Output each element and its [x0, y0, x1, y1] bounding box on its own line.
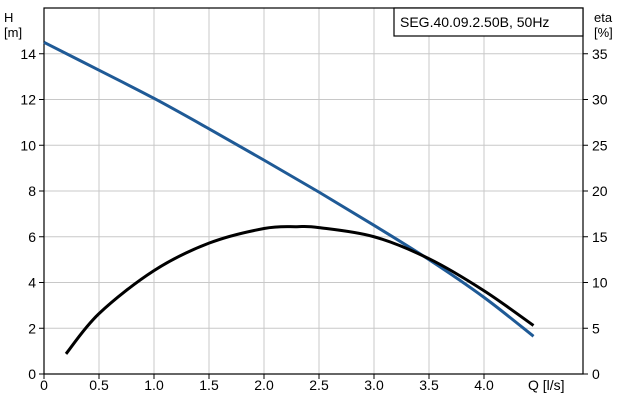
y-right-tick-label: 25: [592, 137, 608, 153]
y-right-tick-label: 10: [592, 275, 608, 291]
ticks-layer: 0 0.5 1.0 1.5 2.0 2.5 3.0 3.5 4.0 0 2 4 6 8 10 12 14 0 5 10…: [20, 46, 607, 393]
efficiency-curve-line: [64, 224, 535, 355]
x-tick-label: 0.5: [89, 377, 109, 393]
y-left-tick-label: 8: [28, 183, 36, 199]
x-tick-label: 2.5: [309, 377, 329, 393]
y-left-tick-label: 6: [28, 229, 36, 245]
y-left-axis-unit: [m]: [4, 25, 22, 40]
y-right-tick-label: 20: [592, 183, 608, 199]
grid-layer: [44, 8, 583, 374]
x-axis-label: Q [l/s]: [528, 377, 565, 393]
head-curve-line: [43, 40, 535, 338]
x-tick-label: 0: [40, 377, 48, 393]
y-right-tick-label: 5: [592, 320, 600, 336]
series-layer: [43, 40, 535, 355]
x-tick-label: 4.0: [474, 377, 494, 393]
x-tick-label: 2.0: [254, 377, 274, 393]
y-right-tick-label: 0: [592, 366, 600, 382]
legend-title: SEG.40.09.2.50B, 50Hz: [400, 14, 549, 30]
y-right-axis-unit: [%]: [594, 25, 613, 40]
y-left-tick-label: 4: [28, 275, 36, 291]
y-left-tick-label: 10: [20, 137, 36, 153]
x-tick-label: 3.5: [419, 377, 439, 393]
x-tick-label: 1.0: [144, 377, 164, 393]
y-left-tick-label: 2: [28, 320, 36, 336]
y-right-axis-name: eta: [594, 10, 613, 25]
y-left-tick-label: 0: [28, 366, 36, 382]
y-left-tick-label: 14: [20, 46, 36, 62]
y-left-axis-name: H: [4, 10, 13, 25]
y-right-tick-label: 15: [592, 229, 608, 245]
x-tick-label: 3.0: [364, 377, 384, 393]
y-left-tick-label: 12: [20, 92, 36, 108]
y-right-tick-label: 30: [592, 92, 608, 108]
x-tick-label: 1.5: [199, 377, 219, 393]
legend-box: [393, 7, 584, 37]
y-right-tick-label: 35: [592, 46, 608, 62]
